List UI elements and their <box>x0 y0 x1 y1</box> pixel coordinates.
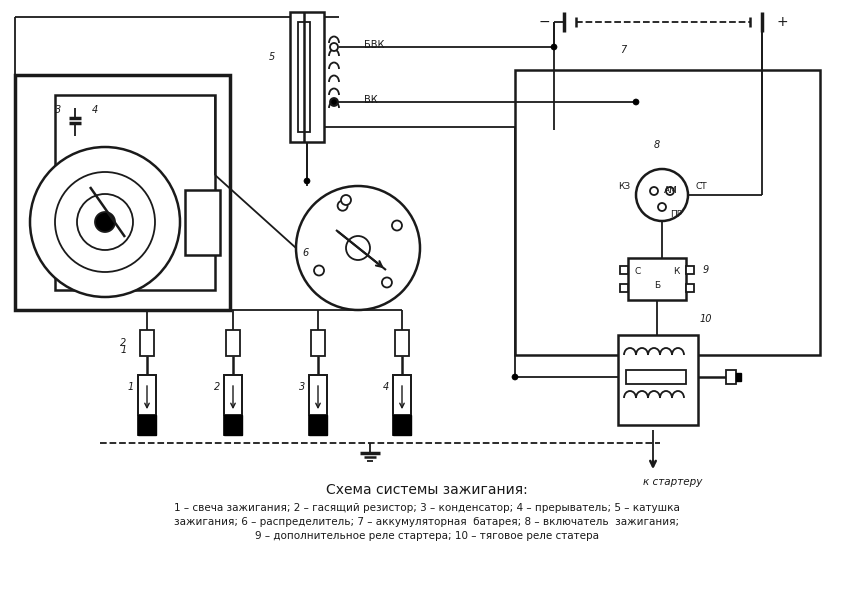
Text: Б: Б <box>653 282 659 290</box>
Circle shape <box>381 277 392 287</box>
Text: к стартеру: к стартеру <box>642 477 702 487</box>
Bar <box>392 375 410 415</box>
Circle shape <box>340 195 351 205</box>
Bar <box>226 330 240 356</box>
Text: 8: 8 <box>653 140 659 150</box>
Circle shape <box>331 99 337 105</box>
Bar <box>309 415 327 435</box>
Text: БВК: БВК <box>363 40 384 50</box>
Text: К: К <box>672 268 678 277</box>
Bar <box>298 22 310 132</box>
Text: зажигания; 6 – распределитель; 7 – аккумуляторная  батарея; 8 – включатель  зажи: зажигания; 6 – распределитель; 7 – аккум… <box>174 517 679 527</box>
Bar <box>395 330 409 356</box>
Text: −: − <box>537 15 549 29</box>
Bar <box>290 12 323 142</box>
Circle shape <box>304 178 310 184</box>
Text: Схема системы зажигания:: Схема системы зажигания: <box>326 483 527 497</box>
Circle shape <box>329 43 338 51</box>
Bar <box>185 190 220 255</box>
Circle shape <box>392 221 402 230</box>
Text: 6: 6 <box>303 248 309 258</box>
Bar <box>392 375 410 435</box>
Bar <box>15 75 229 310</box>
Circle shape <box>635 169 688 221</box>
Bar <box>223 375 241 435</box>
Bar <box>685 284 693 292</box>
Bar <box>138 415 156 435</box>
Text: АМ: АМ <box>664 186 677 196</box>
Text: ПР: ПР <box>670 211 682 219</box>
Circle shape <box>55 172 154 272</box>
Circle shape <box>512 374 518 380</box>
Text: 3: 3 <box>55 105 61 115</box>
Bar <box>735 373 740 381</box>
Text: ВК: ВК <box>363 95 377 105</box>
Circle shape <box>649 187 657 195</box>
Circle shape <box>337 201 347 211</box>
Text: 9 – дополнительное реле стартера; 10 – тяговое реле статера: 9 – дополнительное реле стартера; 10 – т… <box>255 531 598 541</box>
Text: 4: 4 <box>382 382 389 392</box>
Text: КЗ: КЗ <box>618 183 630 191</box>
Text: 1: 1 <box>121 345 127 355</box>
Text: 10: 10 <box>699 314 711 324</box>
Bar <box>618 335 697 425</box>
Circle shape <box>296 186 420 310</box>
Text: 3: 3 <box>299 382 305 392</box>
Text: 2: 2 <box>213 382 220 392</box>
Circle shape <box>550 44 556 50</box>
Circle shape <box>345 236 369 260</box>
Circle shape <box>95 212 115 232</box>
Circle shape <box>30 147 180 297</box>
Text: СТ: СТ <box>695 183 707 191</box>
Bar <box>138 375 156 415</box>
Bar <box>223 375 241 415</box>
Circle shape <box>329 98 338 106</box>
Bar <box>310 330 325 356</box>
Bar <box>223 415 241 435</box>
Text: 1 – свеча зажигания; 2 – гасящий резистор; 3 – конденсатор; 4 – прерыватель; 5 –: 1 – свеча зажигания; 2 – гасящий резисто… <box>174 503 679 513</box>
Text: С: С <box>634 268 641 277</box>
Text: 4: 4 <box>92 105 98 115</box>
Circle shape <box>657 203 665 211</box>
Text: 2: 2 <box>119 338 126 348</box>
Bar <box>392 415 410 435</box>
Bar <box>619 284 627 292</box>
Bar <box>685 266 693 274</box>
Circle shape <box>77 194 133 250</box>
Bar <box>619 266 627 274</box>
Bar <box>55 95 215 290</box>
Circle shape <box>665 187 673 195</box>
Bar <box>625 370 685 384</box>
Bar <box>140 330 154 356</box>
Bar <box>725 370 735 384</box>
Bar <box>514 70 819 355</box>
Text: 5: 5 <box>269 52 275 62</box>
Bar <box>138 375 156 435</box>
Circle shape <box>314 266 323 276</box>
Bar <box>309 375 327 415</box>
Bar <box>309 375 327 435</box>
Text: +: + <box>775 15 786 29</box>
Bar <box>627 258 685 300</box>
Text: 9: 9 <box>702 265 708 275</box>
Text: 7: 7 <box>619 45 625 55</box>
Circle shape <box>632 99 638 105</box>
Text: 1: 1 <box>128 382 134 392</box>
